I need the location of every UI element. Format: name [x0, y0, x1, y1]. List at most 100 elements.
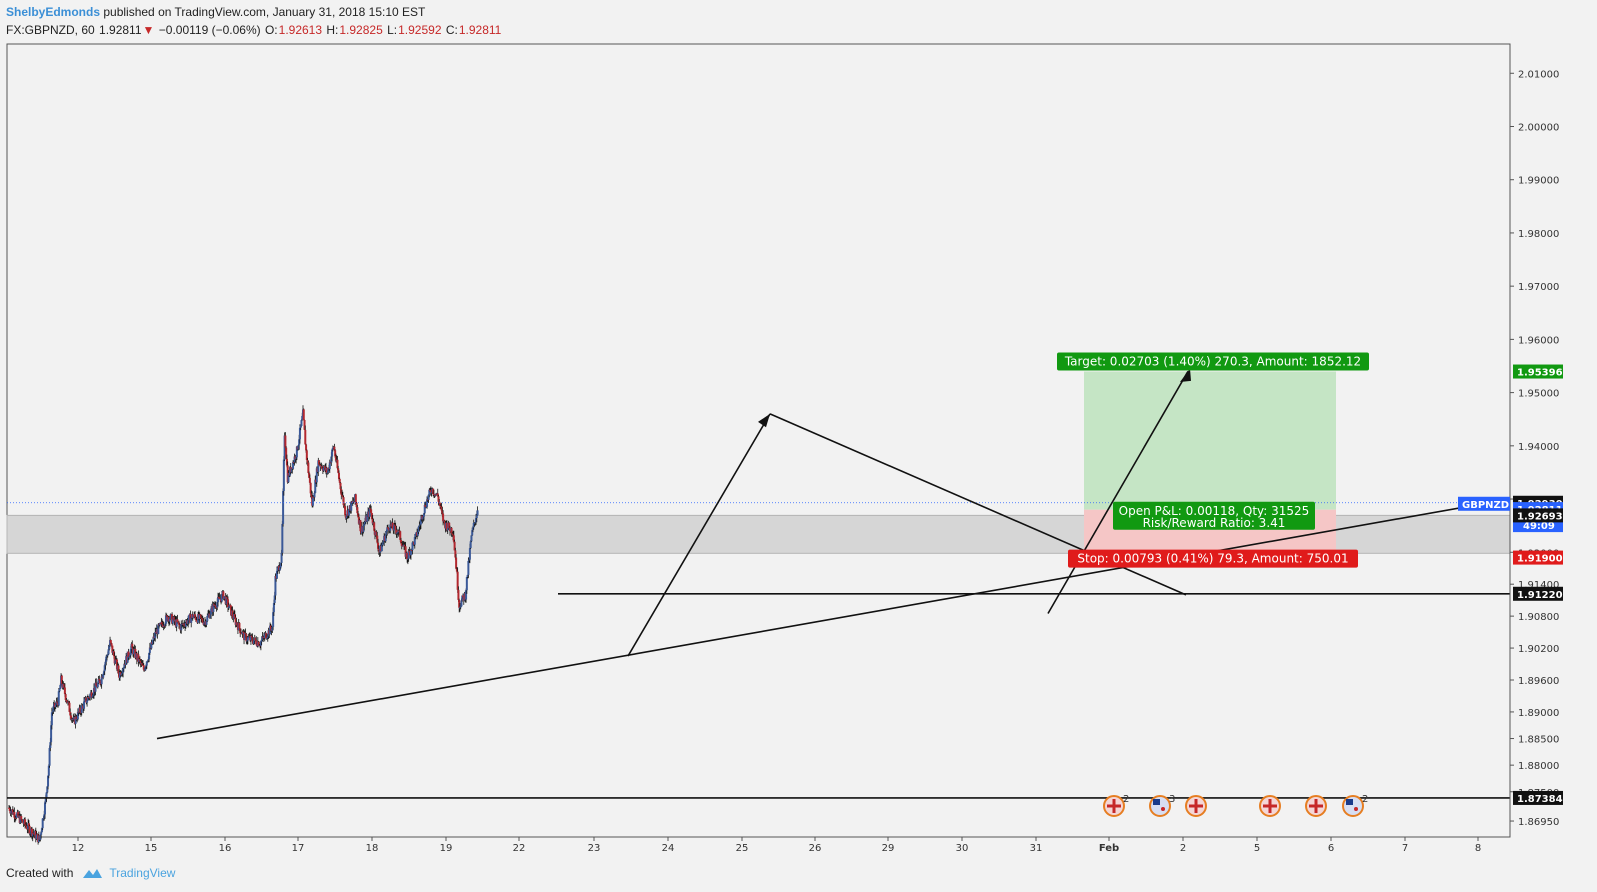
- candle-body: [452, 533, 455, 536]
- candle-body: [86, 700, 89, 703]
- candle-body: [373, 522, 376, 531]
- candle-body: [439, 506, 442, 508]
- candle-body: [120, 673, 123, 676]
- uk-flag-event-icon[interactable]: [1305, 795, 1327, 817]
- candle-body: [215, 607, 218, 609]
- candle-body: [319, 464, 322, 467]
- uk-flag-event-icon[interactable]: [1185, 795, 1207, 817]
- candle-body: [98, 678, 101, 681]
- symbol-tag[interactable]: [1458, 496, 1510, 511]
- candle-body: [282, 490, 285, 524]
- candle-body: [21, 819, 24, 823]
- candle-body: [418, 525, 421, 527]
- uk-flag-event-icon[interactable]: [1259, 795, 1281, 817]
- candle-body: [241, 631, 244, 635]
- candle-body: [299, 425, 302, 428]
- candle-body: [338, 478, 341, 483]
- brand-name: TradingView: [109, 866, 176, 880]
- down-arrow-icon: ▼: [142, 23, 155, 37]
- candle-body: [298, 427, 301, 440]
- candle-body: [51, 711, 54, 713]
- x-tick-label: 31: [1030, 843, 1043, 854]
- candle-body: [281, 523, 284, 553]
- high-label: H:: [326, 23, 339, 37]
- candle-body: [438, 501, 441, 504]
- candle-body: [311, 497, 314, 506]
- event-count: 2: [1362, 794, 1368, 805]
- candle-body: [68, 702, 71, 712]
- candle-body: [384, 534, 387, 542]
- candle-body: [161, 621, 164, 625]
- candle-body: [190, 617, 193, 623]
- candle-body: [292, 462, 295, 464]
- projection-arrow-line[interactable]: [1047, 370, 1189, 614]
- y-tick-label: 1.95000: [1518, 389, 1559, 400]
- candle-body: [330, 456, 333, 463]
- candle-body: [65, 699, 68, 702]
- candle-body: [422, 513, 425, 517]
- nz-flag-event-icon[interactable]: 2: [1342, 794, 1368, 817]
- author-link[interactable]: ShelbyEdmonds: [6, 5, 101, 19]
- candle-body: [407, 550, 410, 559]
- candle-body: [146, 660, 149, 662]
- y-tick-label: 1.91400: [1518, 580, 1559, 591]
- candle-body: [368, 507, 371, 517]
- candle-body: [96, 683, 99, 688]
- candle-body: [54, 704, 57, 708]
- candle-body: [399, 531, 402, 540]
- candle-body: [187, 615, 190, 621]
- candle-body: [370, 512, 373, 519]
- symbol-label[interactable]: FX:GBPNZD, 60: [6, 23, 95, 37]
- impulse-arrow-line[interactable]: [627, 413, 771, 657]
- candle-body: [396, 532, 399, 534]
- candle-body: [13, 811, 16, 818]
- candle-body: [225, 596, 228, 605]
- candle-body: [44, 797, 47, 803]
- candle-body: [246, 640, 249, 642]
- candle-body: [59, 685, 62, 689]
- candle-body: [441, 510, 444, 514]
- candle-body: [419, 524, 422, 526]
- candle-body: [231, 610, 234, 617]
- ascending-trendline[interactable]: [156, 498, 1511, 740]
- candle-body: [337, 472, 340, 479]
- candle-body: [229, 604, 232, 606]
- candle-body: [192, 616, 195, 619]
- tradingview-logo[interactable]: TradingView: [81, 866, 175, 880]
- candle-body: [443, 520, 446, 524]
- candle-body: [331, 447, 334, 450]
- y-tick-label: 1.88000: [1518, 761, 1559, 772]
- candle-body: [50, 712, 53, 726]
- candle-body: [157, 624, 160, 634]
- candle-body: [198, 614, 201, 620]
- created-with-label: Created with: [6, 866, 74, 880]
- y-tick-label: 1.96000: [1518, 335, 1559, 346]
- candle-body: [128, 656, 131, 658]
- candle-body: [114, 659, 117, 664]
- candle-body: [169, 614, 172, 619]
- candle-body: [49, 742, 52, 748]
- candle-body: [43, 802, 46, 815]
- candle-body: [255, 640, 258, 645]
- candle-body: [102, 671, 105, 675]
- candle-body: [216, 602, 219, 608]
- candle-body: [452, 535, 455, 542]
- candle-body: [76, 711, 79, 720]
- candle-body: [386, 527, 389, 529]
- candle-body: [173, 616, 176, 622]
- nz-flag-event-icon[interactable]: 3: [1149, 794, 1175, 817]
- candle-body: [213, 603, 216, 606]
- candle-body: [108, 645, 111, 650]
- candle-body: [295, 446, 298, 458]
- x-tick-label: 29: [882, 843, 895, 854]
- bottom-support-tag-text: 1.87384: [1517, 794, 1563, 805]
- uk-flag-event-icon[interactable]: 2: [1103, 794, 1129, 817]
- candle-body: [261, 636, 264, 640]
- candle-body: [26, 828, 29, 830]
- candle-body: [318, 460, 321, 465]
- target-label-text: Target: 0.02703 (1.40%) 270.3, Amount: 1…: [1064, 355, 1361, 369]
- candle-body: [117, 665, 120, 673]
- candle-body: [76, 719, 79, 721]
- candle-body: [27, 823, 30, 830]
